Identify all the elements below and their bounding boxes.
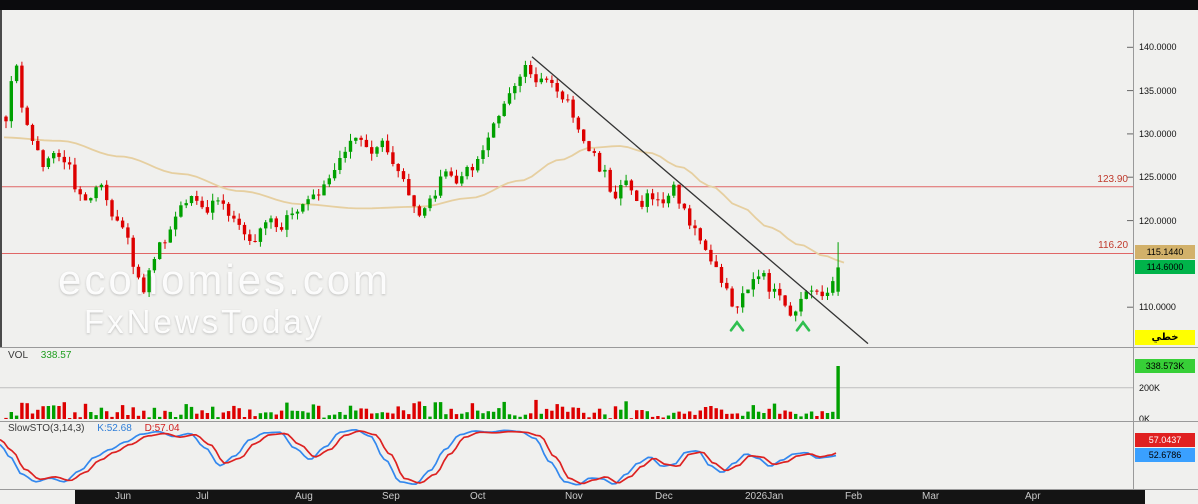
resistance-level-label-1: 123.90 xyxy=(1097,173,1128,185)
volume-label: VOL xyxy=(8,350,29,361)
last-price-badge: 114.6000 xyxy=(1135,260,1195,275)
resistance-level-label-2: 116.20 xyxy=(1098,240,1128,252)
time-axis-band xyxy=(75,490,1145,504)
trendline xyxy=(531,56,869,345)
volume-tick-label: 0K xyxy=(1139,414,1151,424)
month-label: Aug xyxy=(295,491,313,502)
month-label: Apr xyxy=(1025,491,1041,502)
stochastic-d-value: D:57.04 xyxy=(144,423,180,434)
month-label: Mar xyxy=(922,491,940,502)
price-tick-label: 125.0000 xyxy=(1139,172,1177,183)
month-label: Feb xyxy=(845,491,863,502)
price-tick-label: 135.0000 xyxy=(1139,85,1177,96)
panel-divider-volume[interactable] xyxy=(0,347,1198,348)
watermark-line1: economies.com xyxy=(58,256,392,303)
axis-tick-marks xyxy=(1127,46,1133,308)
volume-indicator-label: VOL 338.57 xyxy=(8,350,71,361)
resistance-lines xyxy=(0,186,1133,254)
stochastic-label: SlowSTO(3,14,3) xyxy=(8,423,85,434)
watermark-line2: FxNewsToday xyxy=(84,303,325,340)
month-label: Jul xyxy=(196,491,209,502)
trend-markers xyxy=(729,320,811,332)
stochastic-d-line xyxy=(0,430,837,485)
ma-value-badge: 115.1440 xyxy=(1135,245,1195,260)
price-axis[interactable]: 115.1440 114.6000 خطي 338.573K 57.0437 5… xyxy=(1134,10,1198,490)
volume-bars xyxy=(4,366,840,419)
stochastic-indicator-label: SlowSTO(3,14,3) K:52.68 D:57.04 xyxy=(8,423,180,434)
stochastic-k-badge: 52.6786 xyxy=(1135,448,1195,463)
volume-tick-label: 200K xyxy=(1139,382,1161,393)
volume-value-badge: 338.573K xyxy=(1135,358,1195,373)
chart-canvas xyxy=(0,46,1133,486)
titlebar xyxy=(0,0,1198,10)
moving-average-line xyxy=(3,136,845,264)
price-tick-label: 110.0000 xyxy=(1139,302,1176,313)
month-label: 2026Jan xyxy=(745,491,784,502)
price-tick-label: 130.0000 xyxy=(1139,128,1177,139)
stochastic-k-value: K:52.68 xyxy=(97,423,132,434)
scale-mode-badge: خطي xyxy=(1135,330,1195,345)
month-label: Sep xyxy=(382,491,400,502)
stochastic-k-line xyxy=(0,428,837,486)
price-tick-label: 120.0000 xyxy=(1139,215,1177,226)
time-axis[interactable]: Jun Jul Aug Sep Oct Nov Dec 2026Jan Feb Mar Apr xyxy=(0,490,1198,504)
month-label: Dec xyxy=(655,491,673,502)
stochastic-d-badge: 57.0437 xyxy=(1135,433,1195,448)
panel-divider-stochastic[interactable] xyxy=(0,421,1198,422)
chart-plot-area[interactable] xyxy=(0,0,1133,490)
month-label: Oct xyxy=(470,491,486,502)
price-tick-label: 140.0000 xyxy=(1139,42,1177,53)
month-label: Jun xyxy=(115,491,132,502)
panel-divider-timeaxis xyxy=(0,489,1198,490)
volume-value: 338.57 xyxy=(40,350,72,361)
chart-left-border xyxy=(0,10,2,347)
month-label: Nov xyxy=(565,491,583,502)
candles-series xyxy=(4,60,840,322)
axis-separator xyxy=(1133,10,1134,490)
